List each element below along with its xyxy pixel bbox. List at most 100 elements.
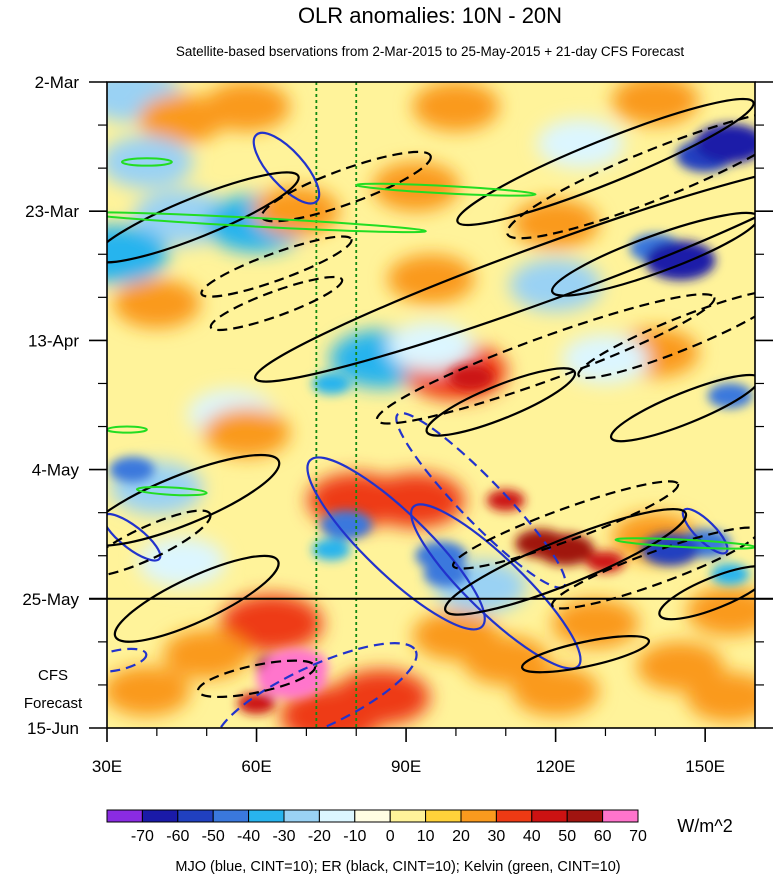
y-tick-label: 23-Mar [25,202,79,221]
anomaly-cell [707,383,753,409]
colorbar-swatch [389,809,427,823]
x-tick-label: 90E [391,757,421,776]
er-contour [444,508,688,616]
kelvin-contour [355,182,537,197]
colorbar-label: 30 [488,828,506,845]
colorbar-label: 10 [417,828,435,845]
anomaly-cell [611,82,699,126]
colorbar-swatch [106,809,143,823]
er-contour [609,373,755,443]
forecast-label-line2: Forecast [24,695,83,712]
anomaly-cell [387,254,475,304]
wave-contours [107,97,755,728]
er-contour [375,293,716,425]
er-contour [196,659,317,699]
colorbar-swatch [212,809,250,823]
kelvin-contour [107,211,427,234]
mjo-contour [107,512,162,562]
colorbar-label: -30 [272,828,295,845]
x-tick-label: 150E [685,757,725,776]
anomaly-cell [138,537,226,587]
er-contour [260,150,432,223]
anomaly-cell [710,563,750,585]
anomaly-cell [107,666,191,716]
colorbar-label: -40 [237,828,260,845]
er-contour [658,564,755,621]
anomaly-cell [448,364,494,390]
mjo-contour [215,642,418,728]
er-contour [577,289,755,380]
colorbar-label: -70 [131,828,154,845]
anomaly-cell [203,82,291,132]
er-contour [200,235,353,298]
anomaly-cell [220,594,323,653]
colorbar-swatch [602,809,639,823]
anomaly-cell [109,457,155,483]
colorbar-swatch [460,809,497,823]
x-tick-label: 60E [241,757,271,776]
y-tick-label: 15-Jun [27,719,79,738]
anomaly-cell [686,586,755,636]
y-tick-label: 13-Apr [28,331,79,350]
colorbar-swatch [566,809,604,823]
x-axis: 30E 60E 90E 120E 150E [92,728,725,776]
er-contour [113,554,280,643]
anomaly-cell [312,538,351,561]
anomaly-cell [107,225,169,284]
y-tick-label: 2-Mar [35,73,80,92]
colorbar-swatch [177,809,214,823]
chart-subtitle: Satellite-based bservations from 2-Mar-2… [176,44,685,59]
er-contour [550,211,755,297]
colorbar-label: 40 [523,828,541,845]
colorbar-label: 70 [629,828,647,845]
y-axis: 2-Mar 23-Mar 13-Apr 4-May 25-May 15-Jun [22,73,773,738]
anomaly-cell [372,161,460,212]
er-contour [107,171,300,264]
anomaly-cell [133,189,231,245]
kelvin-contour [120,157,173,167]
colorbar-label: -50 [202,828,225,845]
er-contour [107,453,281,547]
legend-footer: MJO (blue, CINT=10); ER (black, CINT=10)… [175,859,620,875]
colorbar-swatch [248,809,285,823]
er-contour [506,109,755,240]
anomaly-cell [536,533,595,566]
colorbar-swatch [283,809,320,823]
y-tick-label: 4-May [32,461,80,480]
mjo-contour [410,503,582,670]
anomaly-cell [163,629,251,679]
colorbar-label: 60 [594,828,612,845]
anomaly-cell [537,118,625,169]
anomaly-cell [561,334,649,384]
er-contour [451,480,680,570]
x-tick-label: 30E [92,757,122,776]
anomaly-cell [113,278,201,329]
mjo-contour [107,647,148,673]
colorbar-label: 50 [558,828,576,845]
anomaly-cell [107,135,193,189]
colorbar-swatch [495,809,533,823]
anomaly-cell [694,123,755,164]
mjo-contour [252,131,321,205]
anomaly-cell [412,82,500,132]
kelvin-contour [107,425,148,434]
anomaly-cell [320,510,372,540]
er-contour [107,509,212,578]
x-tick-label: 120E [536,757,576,776]
er-contour [551,526,755,610]
colorbar-units: W/m^2 [677,816,732,836]
plot-frame [106,81,756,729]
forecast-label: CFS Forecast [24,667,83,712]
colorbar-swatch [531,809,568,823]
anomaly-cell [312,372,351,395]
plot-area [107,82,755,728]
colorbar-label: 0 [386,828,395,845]
anomaly-cell [387,321,475,372]
anomaly-cell [486,489,525,512]
colorbar: -70 -60 -50 -40 -30 -20 -10 0 10 20 30 40 50 60 70 [106,809,647,845]
colorbar-swatch [141,809,179,823]
mjo-contour [306,456,486,631]
colorbar-label: -20 [308,828,331,845]
colorbar-label: -60 [166,828,189,845]
